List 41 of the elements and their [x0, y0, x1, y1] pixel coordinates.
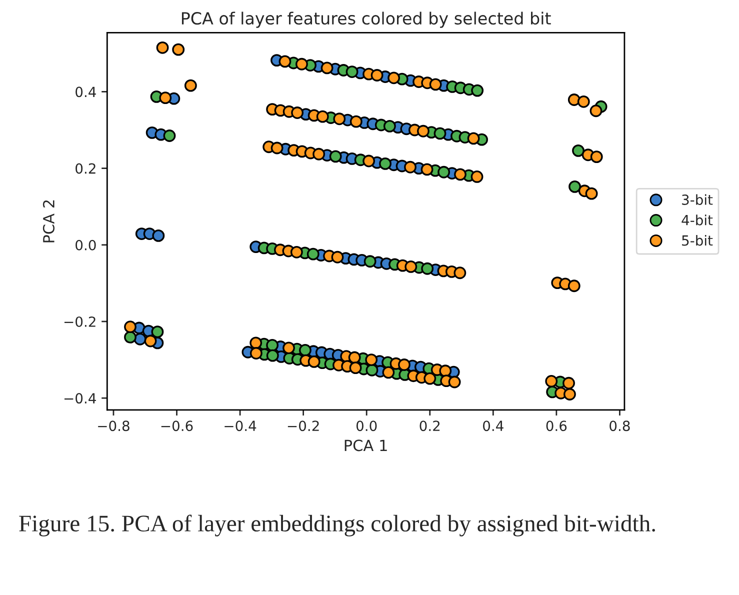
- point: [266, 339, 279, 352]
- point: [366, 364, 378, 376]
- x-tick-label: 0.8: [610, 420, 630, 432]
- point: [438, 166, 450, 178]
- x-tick-label: −0.4: [224, 420, 256, 432]
- y-tick-label: 0.0: [76, 240, 96, 250]
- point: [346, 66, 358, 78]
- x-tick-label: −0.6: [161, 420, 193, 432]
- legend-label: 5-bit: [682, 235, 713, 246]
- point: [329, 150, 342, 163]
- y-tick-label: −0.4: [64, 393, 96, 404]
- x-tick-label: −0.8: [98, 420, 130, 432]
- point: [152, 229, 165, 242]
- x-tick-label: 0.0: [356, 420, 377, 432]
- point: [163, 130, 176, 142]
- legend-label: 3-bit: [682, 194, 713, 205]
- point: [379, 157, 392, 170]
- point: [572, 144, 584, 157]
- y-tick-label: −0.2: [64, 316, 96, 327]
- point: [151, 326, 164, 338]
- point: [421, 262, 434, 275]
- point: [568, 180, 581, 193]
- x-axis-title: PCA 1: [344, 440, 387, 452]
- x-tick-label: 0.6: [546, 420, 567, 432]
- x-tick-label: 0.4: [483, 420, 504, 432]
- point: [364, 255, 376, 268]
- x-tick-label: −0.2: [288, 420, 319, 432]
- point: [124, 330, 136, 344]
- y-axis-title: PCA 2: [42, 200, 54, 242]
- chart-title: PCA of layer features colored by selected bit: [182, 12, 551, 28]
- y-tick-label: 0.2: [76, 163, 96, 174]
- x-tick-label: 0.2: [420, 420, 440, 432]
- point: [383, 120, 396, 132]
- point: [306, 248, 320, 260]
- caption: Figure 15. PCA of layer embeddings colored by assigned bit-width.: [19, 514, 655, 536]
- point: [299, 344, 312, 356]
- point: [266, 349, 279, 362]
- point: [434, 127, 446, 140]
- y-tick-label: 0.4: [76, 86, 96, 98]
- legend-label: 4-bit: [682, 214, 713, 226]
- point: [471, 84, 484, 97]
